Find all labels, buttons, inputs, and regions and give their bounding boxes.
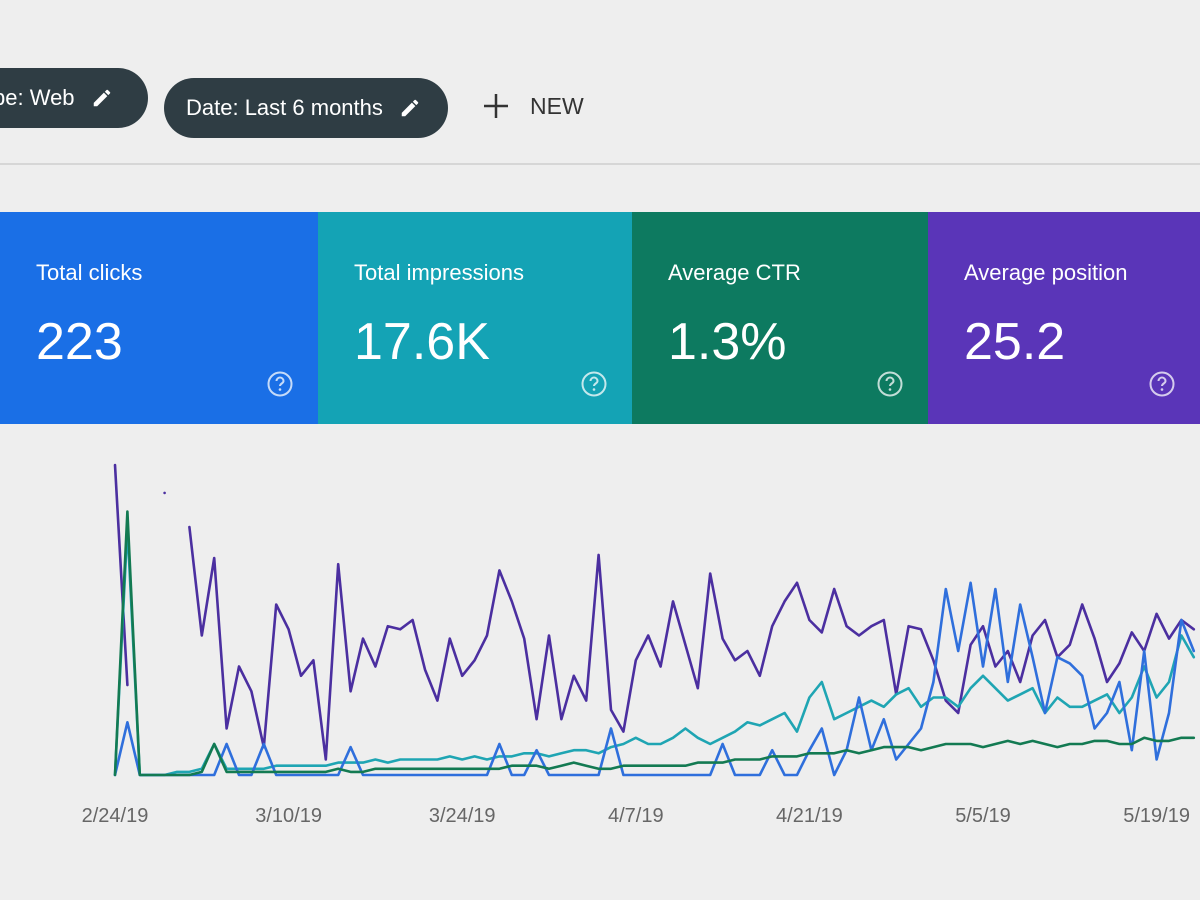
metric-card[interactable]: Total impressions 17.6K: [318, 212, 632, 424]
chip-label: Date: Last 6 months: [186, 95, 383, 120]
help-icon[interactable]: [580, 370, 608, 398]
edit-icon[interactable]: [399, 97, 421, 119]
series-line: [113, 463, 1196, 761]
metric-value: 25.2: [964, 313, 1066, 371]
series-line: [113, 525, 1196, 777]
series-line: [113, 581, 1196, 777]
metric-card[interactable]: Average position 25.2: [928, 212, 1200, 424]
help-icon[interactable]: [266, 370, 294, 398]
x-tick-label: 5/5/19: [955, 805, 1011, 827]
edit-icon[interactable]: [91, 87, 113, 109]
x-tick-label: 3/10/19: [255, 805, 322, 827]
metric-value: 223: [36, 313, 123, 371]
performance-chart: 2/24/19 3/10/19 3/24/19 4/7/19 4/21/19 5/5/19…: [82, 463, 1196, 827]
metric-cards: Total clicks 223 Total impressions 17.6K Ave…: [0, 212, 1200, 424]
filter-chip[interactable]: ype: Web: [0, 68, 148, 128]
metric-card[interactable]: Average CTR 1.3%: [632, 212, 928, 424]
chip-label: ype: Web: [0, 85, 75, 110]
x-tick-label: 4/21/19: [776, 805, 843, 827]
plus-icon: [484, 94, 508, 118]
metric-label: Average position: [964, 260, 1128, 285]
help-icon[interactable]: [1148, 370, 1176, 398]
x-tick-label: 2/24/19: [82, 805, 149, 827]
metric-label: Total impressions: [354, 260, 524, 285]
metric-label: Average CTR: [668, 260, 801, 285]
metric-label: Total clicks: [36, 260, 143, 285]
new-label: NEW: [530, 92, 584, 119]
filter-chip[interactable]: Date: Last 6 months: [164, 78, 448, 138]
metric-card[interactable]: Total clicks 223: [0, 212, 318, 424]
x-tick-label: 4/7/19: [608, 805, 664, 827]
help-icon[interactable]: [876, 370, 904, 398]
series-line: [113, 510, 1196, 777]
x-tick-label: 3/24/19: [429, 805, 496, 827]
metric-value: 17.6K: [354, 313, 490, 371]
new-button[interactable]: NEW: [482, 92, 584, 120]
x-tick-label: 5/19/19: [1123, 805, 1190, 827]
divider: [0, 163, 1200, 165]
metric-value: 1.3%: [668, 313, 787, 371]
